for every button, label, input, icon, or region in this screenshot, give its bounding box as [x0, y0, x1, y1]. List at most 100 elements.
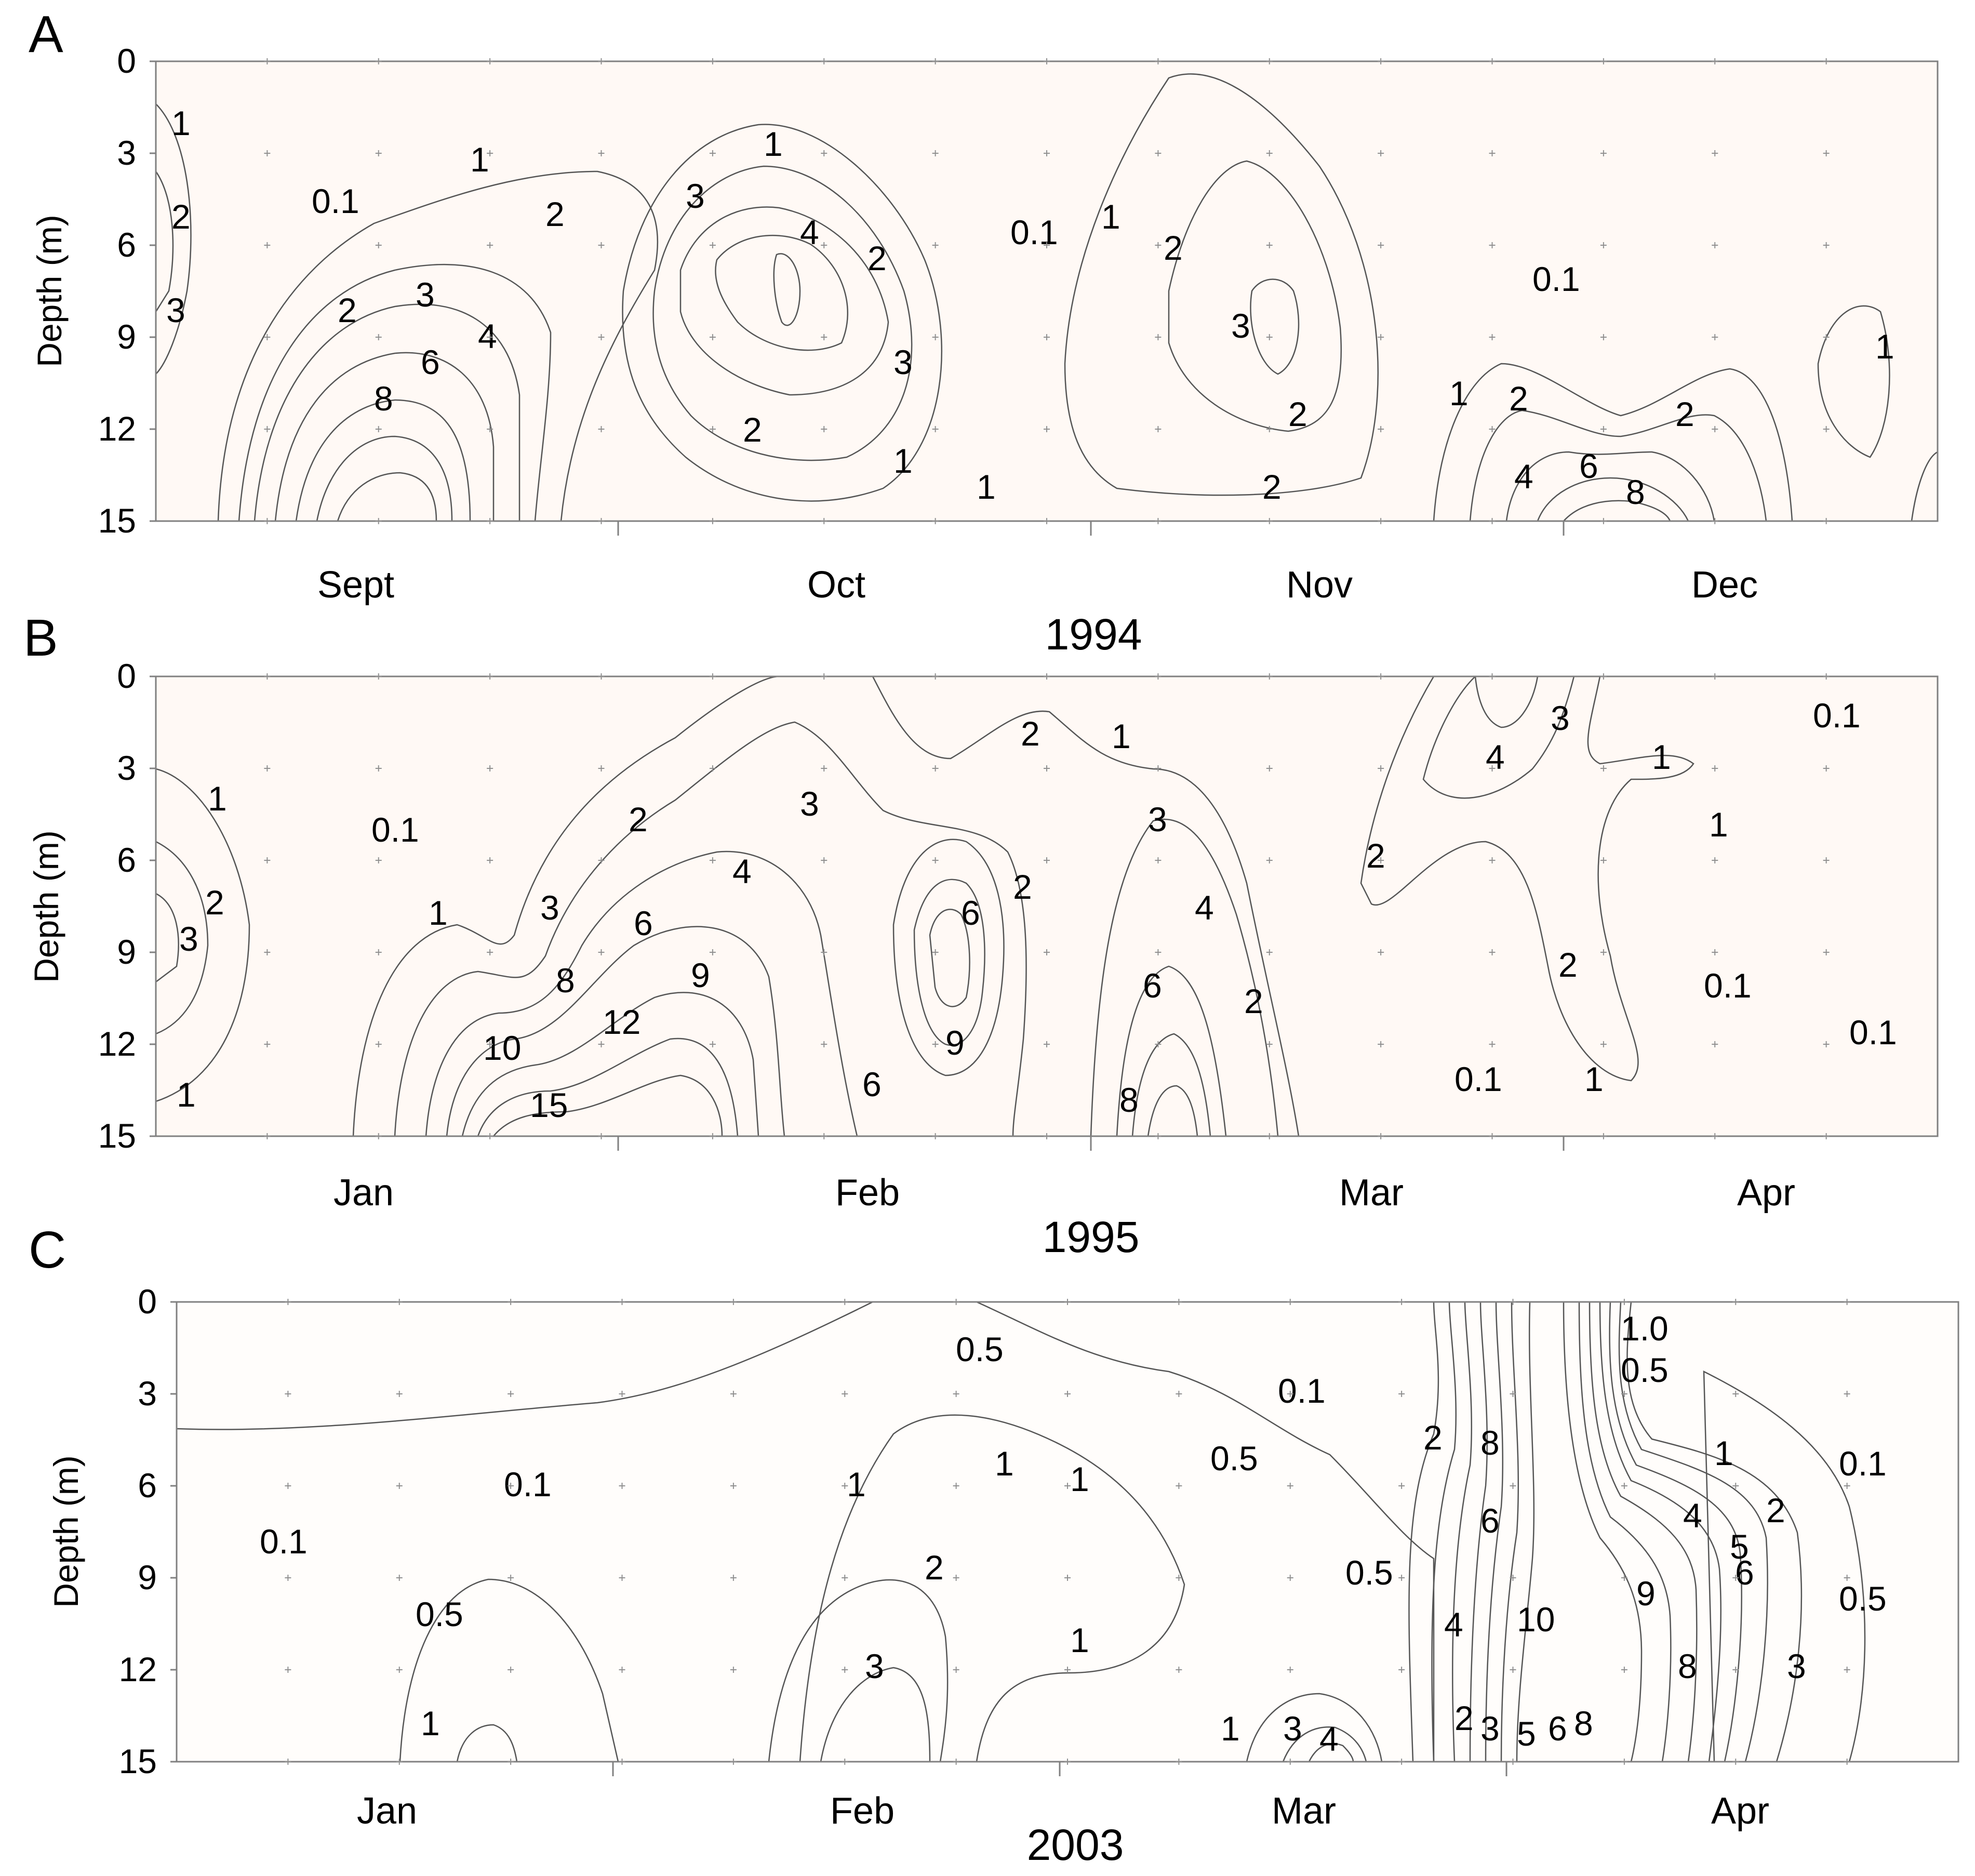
y-axis-label-a: Depth (m)	[30, 215, 69, 367]
sample-point	[932, 242, 939, 248]
contour-label: 6	[961, 894, 980, 932]
sample-point	[1266, 765, 1273, 771]
contour-label: 6	[634, 904, 653, 942]
sample-point	[1266, 334, 1273, 340]
contour-label: 0.1	[1010, 213, 1058, 251]
contour-region	[1469, 1302, 1722, 1762]
sample-point	[1712, 673, 1718, 680]
contour-label: 8	[1626, 473, 1645, 511]
contour-region	[177, 1302, 1435, 1762]
sample-point	[598, 58, 605, 64]
contour-region	[1431, 1302, 1768, 1762]
sample-point	[1044, 150, 1050, 156]
contour-label: 0.5	[1839, 1579, 1887, 1618]
sample-point	[487, 857, 493, 863]
contour-label: 3	[1148, 800, 1167, 839]
sample-point	[1712, 949, 1718, 955]
y-tick-label: 15	[98, 501, 136, 540]
contour-label: 8	[374, 379, 393, 418]
month-label: Feb	[830, 1790, 895, 1832]
sample-point	[1712, 518, 1718, 524]
y-axis-c: Depth (m)	[47, 1455, 85, 1607]
sample-point	[396, 1759, 403, 1765]
sample-point	[1064, 1391, 1071, 1397]
month-label: Jan	[333, 1172, 394, 1214]
y-axis-a: Depth (m)	[30, 215, 69, 367]
sample-point	[598, 765, 605, 771]
contour-region	[1408, 1302, 1803, 1762]
contour-label: 3	[179, 920, 198, 958]
sample-point	[1621, 1299, 1627, 1305]
y-axis-label-b: Depth (m)	[27, 830, 65, 982]
contour-label: 4	[1444, 1605, 1463, 1644]
contour-region	[1433, 363, 1793, 521]
contour-label: 8	[1119, 1081, 1139, 1119]
contour-label: 3	[540, 888, 559, 927]
sample-point	[709, 150, 716, 156]
sample-point	[1398, 1759, 1405, 1765]
sample-point	[1398, 1575, 1405, 1581]
contour-label: 15	[530, 1086, 568, 1124]
sample-point	[842, 1299, 848, 1305]
sample-point	[932, 857, 939, 863]
sample-point	[1489, 334, 1496, 340]
sample-point	[375, 1133, 382, 1139]
sample-point	[487, 1133, 493, 1139]
month-label: Nov	[1286, 564, 1353, 606]
sample-point	[709, 518, 716, 524]
sample-point	[1378, 334, 1384, 340]
sample-point	[953, 1759, 959, 1765]
sample-point	[1398, 1483, 1405, 1489]
panel-c: C 0.1 0	[29, 1221, 1959, 1869]
sample-point	[1266, 949, 1273, 955]
sample-point	[1155, 58, 1162, 64]
contour-label: 2	[1244, 982, 1263, 1020]
sample-point	[1844, 1483, 1850, 1489]
contour-labels-b: 1 2 3 1 0.1 1 3 2 4 6 8 9 10 12 15 3 6 9…	[177, 696, 1897, 1124]
contour-label: 1	[764, 125, 783, 163]
panel-letter-b: B	[23, 609, 58, 667]
sample-point	[709, 58, 716, 64]
sample-point	[932, 150, 939, 156]
contour-label: 0.1	[312, 182, 359, 220]
sample-point	[598, 949, 605, 955]
y-axis-label-c: Depth (m)	[47, 1455, 85, 1607]
y-tick-label: 15	[119, 1742, 157, 1780]
sample-point	[821, 150, 828, 156]
contour-label: 2	[1013, 868, 1032, 906]
sample-point	[1712, 1133, 1718, 1139]
contour-label: 3	[166, 291, 185, 329]
contour-labels-c: 0.1 0.1 0.5 1 1 2 3 0.5 1 1 1 0.1 0.5 0.…	[260, 1309, 1887, 1758]
sample-point	[730, 1391, 737, 1397]
contour-label: 5	[1517, 1714, 1536, 1753]
sample-point	[375, 1041, 382, 1047]
sample-point	[1712, 426, 1718, 432]
panel-letter-c: C	[29, 1221, 66, 1279]
sample-point	[508, 1299, 514, 1305]
sample-point	[1732, 1575, 1739, 1581]
sample-point	[487, 765, 493, 771]
panel-letter-a: A	[29, 5, 63, 63]
sample-point	[1378, 426, 1384, 432]
sample-point	[598, 242, 605, 248]
sample-point	[1489, 1041, 1496, 1047]
contour-region	[337, 472, 437, 521]
contour-label: 9	[691, 956, 710, 994]
contour-label: 3	[893, 343, 913, 381]
contour-region	[913, 879, 985, 1046]
year-label-b: 1995	[1043, 1213, 1140, 1261]
contour-label: 1	[421, 1704, 440, 1742]
sample-point	[1155, 673, 1162, 680]
contour-label: 0.1	[1839, 1444, 1887, 1483]
contour-region	[156, 841, 209, 1035]
sample-point	[1732, 1299, 1739, 1305]
contour-label: 2	[1288, 395, 1307, 433]
contour-region	[1485, 1302, 1698, 1762]
sample-point	[598, 334, 605, 340]
contour-region	[156, 768, 250, 1102]
contour-label: 0.1	[1849, 1013, 1897, 1052]
sample-point	[1287, 1575, 1293, 1581]
sample-point	[1155, 1041, 1162, 1047]
sample-point	[1510, 1299, 1516, 1305]
heatmap-fill-a	[156, 61, 1938, 521]
